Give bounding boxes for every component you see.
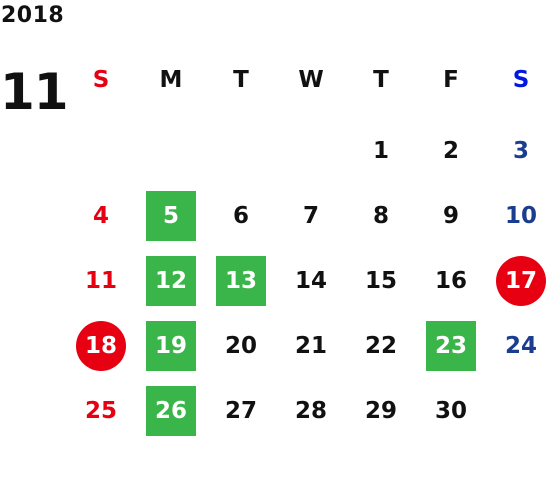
day-cell: 11 — [66, 248, 136, 313]
day-number: 9 — [442, 202, 459, 229]
day-cell: 15 — [346, 248, 416, 313]
day-number: 25 — [84, 397, 117, 424]
day-cell: 25 — [66, 378, 136, 443]
day-cell: 6 — [206, 183, 276, 248]
day-number: 30 — [434, 397, 467, 424]
day-cell: 3 — [486, 118, 548, 183]
day-cell: 1 — [346, 118, 416, 183]
empty-day — [286, 126, 336, 176]
day-number: 5 — [146, 190, 196, 241]
day-cell: 28 — [276, 378, 346, 443]
day-cell: 2 — [416, 118, 486, 183]
day-number: 23 — [426, 320, 476, 371]
day-number: 3 — [512, 137, 529, 164]
weekday-wednesday: W — [298, 67, 324, 93]
day-cell: 12 — [136, 248, 206, 313]
day-number: 13 — [216, 255, 266, 306]
day-number: 17 — [496, 255, 546, 306]
day-number: 6 — [232, 202, 249, 229]
day-cell: 5 — [136, 183, 206, 248]
day-cell — [486, 378, 548, 443]
day-cell: 27 — [206, 378, 276, 443]
day-cell: 18 — [66, 313, 136, 378]
day-cell: 23 — [416, 313, 486, 378]
day-cell — [276, 118, 346, 183]
month-label: 11 — [0, 63, 69, 121]
day-cell: 24 — [486, 313, 548, 378]
day-number: 1 — [372, 137, 389, 164]
day-number: 2 — [442, 137, 459, 164]
weekday-tuesday: T — [233, 67, 249, 93]
day-cell: 26 — [136, 378, 206, 443]
empty-day — [76, 126, 126, 176]
weekday-thursday: T — [373, 67, 389, 93]
weekday-saturday: S — [512, 67, 530, 93]
day-number: 22 — [364, 332, 397, 359]
day-number: 27 — [224, 397, 257, 424]
day-cell: 17 — [486, 248, 548, 313]
day-number: 16 — [434, 267, 467, 294]
day-cell: 7 — [276, 183, 346, 248]
day-grid: 1 2 3 4 5 6 7 8 9 10 11 12 13 14 15 16 17 18 19 20 21 22 23 24 2… — [66, 118, 548, 443]
day-number: 11 — [84, 267, 117, 294]
day-cell — [66, 118, 136, 183]
day-number: 8 — [372, 202, 389, 229]
day-number: 26 — [146, 385, 196, 436]
day-cell: 4 — [66, 183, 136, 248]
day-number: 7 — [302, 202, 319, 229]
day-cell: 8 — [346, 183, 416, 248]
day-cell: 21 — [276, 313, 346, 378]
day-cell: 16 — [416, 248, 486, 313]
weekday-header-row: S M T W T F S — [66, 64, 548, 96]
weekday-friday: F — [443, 67, 459, 93]
day-number: 20 — [224, 332, 257, 359]
day-cell: 20 — [206, 313, 276, 378]
day-number: 28 — [294, 397, 327, 424]
day-cell: 22 — [346, 313, 416, 378]
day-cell: 29 — [346, 378, 416, 443]
day-number: 15 — [364, 267, 397, 294]
year-label: 2018 — [1, 3, 65, 28]
day-number: 18 — [76, 320, 126, 371]
empty-day — [496, 386, 546, 436]
day-number: 12 — [146, 255, 196, 306]
empty-day — [216, 126, 266, 176]
day-number: 19 — [146, 320, 196, 371]
day-number: 10 — [504, 202, 537, 229]
day-cell: 30 — [416, 378, 486, 443]
day-number: 24 — [504, 332, 537, 359]
day-cell: 13 — [206, 248, 276, 313]
day-cell: 10 — [486, 183, 548, 248]
day-number: 21 — [294, 332, 327, 359]
day-number: 4 — [92, 202, 109, 229]
day-number: 14 — [294, 267, 327, 294]
weekday-sunday: S — [92, 67, 110, 93]
day-cell: 14 — [276, 248, 346, 313]
weekday-monday: M — [159, 67, 183, 93]
day-cell: 9 — [416, 183, 486, 248]
empty-day — [146, 126, 196, 176]
day-number: 29 — [364, 397, 397, 424]
day-cell — [136, 118, 206, 183]
day-cell: 19 — [136, 313, 206, 378]
day-cell — [206, 118, 276, 183]
